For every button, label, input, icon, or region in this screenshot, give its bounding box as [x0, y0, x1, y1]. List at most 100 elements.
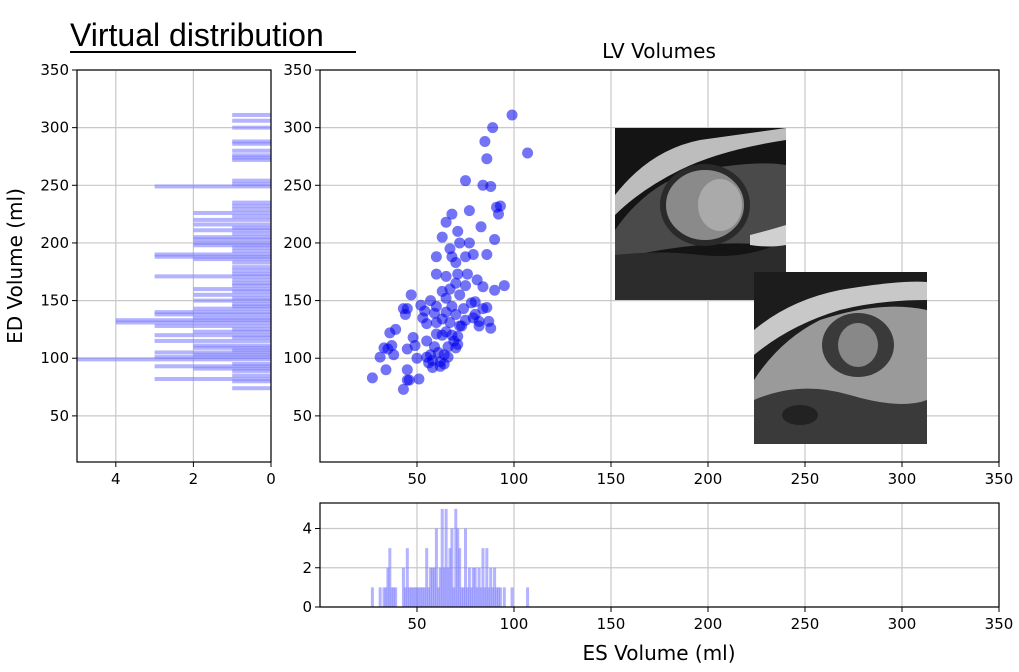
ed-histogram-bar: [232, 141, 271, 146]
ed-histogram-bar: [193, 306, 271, 311]
scatter-y-tick-label: 150: [283, 292, 312, 310]
es-histogram-bar: [491, 587, 495, 607]
es-histogram-bar: [388, 548, 392, 607]
scatter-point: [409, 340, 421, 352]
ed-histogram-bar: [232, 283, 271, 288]
es-x-tick-label: 250: [791, 615, 820, 633]
ed-histogram-bar: [193, 315, 271, 320]
ed-histogram-bar: [232, 304, 271, 309]
scatter-point: [442, 351, 454, 363]
scatter-point: [366, 372, 378, 384]
es-histogram-x-ticks: 50 100 150 200 250 300 350: [407, 607, 1013, 633]
es-histogram-bar: [413, 587, 417, 607]
scatter-point: [411, 352, 423, 364]
ed-histogram-bar: [193, 228, 271, 233]
ed-histogram-bar: [232, 249, 271, 254]
ed-x-tick-label: 2: [189, 470, 199, 488]
ed-histogram-bar: [232, 277, 271, 282]
scatter-point: [460, 280, 471, 292]
scatter-point: [452, 330, 464, 342]
ed-y-tick-label: 150: [40, 292, 69, 310]
scatter-point: [440, 270, 452, 282]
ed-histogram-bar: [232, 200, 271, 205]
ed-histogram-x-ticks: 4 2 0: [111, 462, 276, 488]
scatter-point: [454, 237, 466, 249]
ed-histogram-bar: [232, 178, 271, 183]
scatter-y-tick-label: 300: [283, 119, 312, 137]
es-histogram-bar: [431, 567, 435, 607]
es-histogram-bar: [483, 587, 487, 607]
es-histogram-bar: [469, 587, 473, 607]
ed-histogram-bar: [232, 182, 271, 187]
heading: Virtual distribution: [70, 17, 324, 53]
scatter-x-ticks: 50 100 150 200 250 300 350: [407, 462, 1013, 488]
ed-histogram-frame: [76, 69, 272, 463]
scatter-point: [494, 200, 506, 212]
ed-histogram-bar: [232, 139, 271, 144]
ed-histogram-bar: [232, 260, 271, 265]
ed-histogram-bar: [154, 350, 271, 355]
es-histogram-bar: [427, 587, 431, 607]
scatter-point: [440, 292, 452, 304]
scatter-x-tick-label: 300: [888, 470, 917, 488]
scatter-point: [401, 364, 413, 376]
ed-histogram-bar: [232, 225, 271, 230]
ed-histogram-bar: [232, 289, 271, 294]
scatter-point: [458, 303, 470, 315]
scatter-point: [467, 248, 479, 260]
ed-histogram-bar: [232, 231, 271, 236]
es-histogram-bar: [448, 548, 452, 607]
es-histogram-bar: [419, 587, 423, 607]
es-histogram-bar: [423, 587, 427, 607]
ed-histogram-bar: [154, 323, 271, 328]
ed-histogram-y-ticks: 50 100 150 200 250 300 350: [40, 61, 77, 425]
ed-histogram-bar: [154, 184, 271, 189]
ed-histogram-bar: [193, 345, 271, 350]
es-histogram-bar: [452, 587, 456, 607]
scatter-point: [446, 208, 458, 220]
es-histogram-bar: [370, 587, 374, 607]
es-histogram-bar: [450, 528, 454, 607]
es-histogram-bar: [485, 548, 489, 607]
es-x-tick-label: 100: [500, 615, 529, 633]
ed-histogram-bar: [193, 237, 271, 242]
ed-histogram-bar: [232, 268, 271, 273]
ed-histogram-bar: [193, 210, 271, 215]
scatter-point: [463, 237, 475, 249]
scatter-y-tick-label: 250: [283, 176, 312, 194]
es-histogram-bar: [498, 587, 502, 607]
ed-histogram-bar: [193, 292, 271, 297]
x-axis-label: ES Volume (ml): [582, 641, 735, 665]
es-histogram-bar: [384, 587, 388, 607]
ed-histogram-bar: [193, 352, 271, 357]
es-histogram-bar: [411, 587, 415, 607]
es-histogram-bar: [394, 587, 398, 607]
es-histogram-bar: [446, 567, 450, 607]
scatter-point: [487, 122, 499, 134]
es-histogram-bar: [382, 587, 386, 607]
ed-histogram-bar: [77, 357, 271, 362]
es-histogram-bar: [489, 567, 493, 607]
scatter-point: [460, 175, 471, 187]
es-histogram-bar: [479, 587, 483, 607]
es-histogram-bar: [481, 548, 485, 607]
scatter-point: [522, 147, 534, 159]
ed-y-tick-label: 100: [40, 349, 69, 367]
scatter-x-tick-label: 150: [597, 470, 626, 488]
scatter-y-tick-label: 200: [283, 234, 312, 252]
scatter-x-tick-label: 200: [694, 470, 723, 488]
es-histogram-bar: [442, 567, 446, 607]
ed-histogram-bar: [232, 368, 271, 373]
ed-y-tick-label: 250: [40, 176, 69, 194]
ed-histogram-bar: [154, 333, 271, 338]
scatter-y-tick-label: 50: [293, 407, 312, 425]
ed-histogram-bar: [232, 335, 271, 340]
es-histogram-bar: [409, 587, 413, 607]
es-histogram-bar: [417, 587, 421, 607]
scatter-point: [419, 305, 431, 317]
scatter-point: [454, 289, 466, 301]
es-histogram-bar: [464, 528, 467, 607]
es-histogram-bar: [462, 587, 466, 607]
scatter-point: [489, 284, 501, 296]
scatter-point: [405, 289, 417, 301]
